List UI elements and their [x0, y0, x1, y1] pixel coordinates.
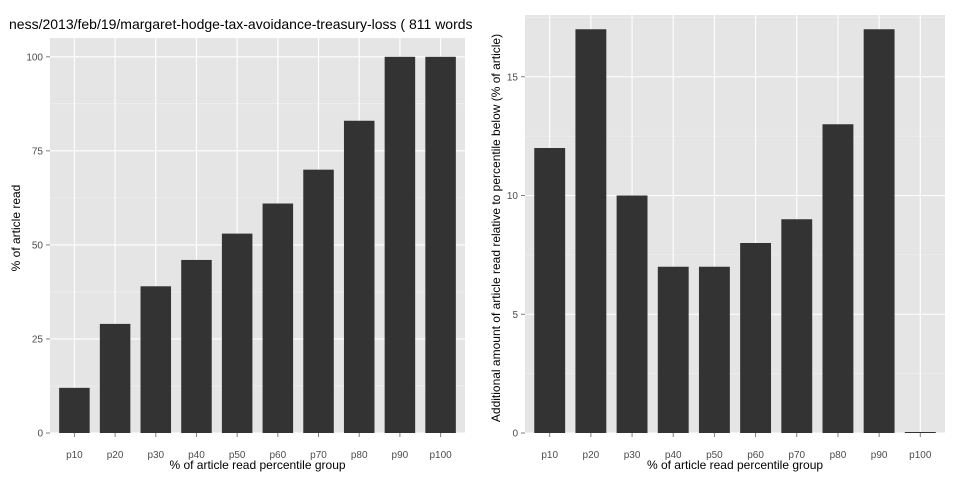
x-axis-title: % of article read percentile group — [169, 458, 345, 472]
x-tick-label: p60 — [747, 450, 764, 461]
x-tick-label: p70 — [310, 450, 327, 461]
x-tick-label: p40 — [665, 450, 682, 461]
bar-p30 — [140, 286, 172, 433]
x-tick-label: p20 — [583, 450, 600, 461]
x-tick-label: p80 — [830, 450, 847, 461]
bar-p70 — [781, 219, 813, 433]
chart-title: ness/2013/feb/19/margaret-hodge-tax-avoi… — [9, 16, 473, 32]
y-axis-title: % of article read — [9, 185, 23, 272]
x-tick-label: p80 — [351, 450, 368, 461]
x-tick-label: p100 — [429, 450, 452, 461]
x-tick-label: p90 — [871, 450, 888, 461]
bar-p10 — [534, 148, 566, 433]
x-tick-label: p50 — [706, 450, 723, 461]
bar-p50 — [221, 233, 253, 433]
x-tick-label: p60 — [269, 450, 286, 461]
y-tick-label: 75 — [32, 146, 44, 157]
y-tick-label: 0 — [512, 429, 518, 440]
bar-p80 — [343, 120, 375, 433]
y-tick-label: 50 — [32, 240, 44, 251]
bar-p100 — [425, 56, 456, 434]
x-tick-label: p50 — [229, 450, 246, 461]
right-bar-chart: 0 5 10 15 p10 p20 p30 p40 p50 p60 p70 p80 p90 p100 % o… — [489, 15, 945, 472]
bar-p40 — [657, 266, 689, 433]
x-axis-title: % of article read percentile group — [647, 458, 823, 472]
x-tick-label: p70 — [788, 450, 805, 461]
bar-p30 — [616, 195, 648, 433]
bar-p90 — [384, 56, 416, 434]
bar-p60 — [262, 203, 294, 433]
bar-p40 — [181, 259, 212, 433]
y-tick-label: 25 — [32, 334, 44, 345]
y-tick-label: 100 — [26, 52, 43, 63]
bar-p80 — [822, 124, 854, 433]
x-tick-label: p100 — [909, 450, 932, 461]
bar-p70 — [303, 169, 334, 433]
x-tick-label: p10 — [66, 450, 83, 461]
x-tick-label: p30 — [147, 450, 164, 461]
left-bar-chart: 0 25 50 75 100 p10 p20 p30 p40 p50 p60 p70 p80 p90 p10… — [9, 38, 465, 472]
y-tick-label: 10 — [507, 191, 519, 202]
bar-p100 — [904, 432, 936, 433]
x-tick-label: p40 — [188, 450, 205, 461]
bar-p50 — [698, 266, 730, 433]
x-tick-label: p30 — [624, 450, 641, 461]
y-tick-label: 15 — [507, 72, 519, 83]
bar-p20 — [575, 29, 607, 433]
bar-p10 — [59, 387, 90, 433]
bar-p90 — [863, 29, 895, 433]
y-tick-label: 5 — [512, 310, 518, 321]
x-tick-label: p90 — [392, 450, 409, 461]
bar-p60 — [740, 243, 772, 433]
y-tick-label: 0 — [37, 429, 43, 440]
x-tick-label: p20 — [107, 450, 124, 461]
bar-p20 — [99, 323, 131, 433]
x-tick-label: p10 — [541, 450, 558, 461]
y-axis-title: Additional amount of article read relati… — [489, 34, 503, 422]
